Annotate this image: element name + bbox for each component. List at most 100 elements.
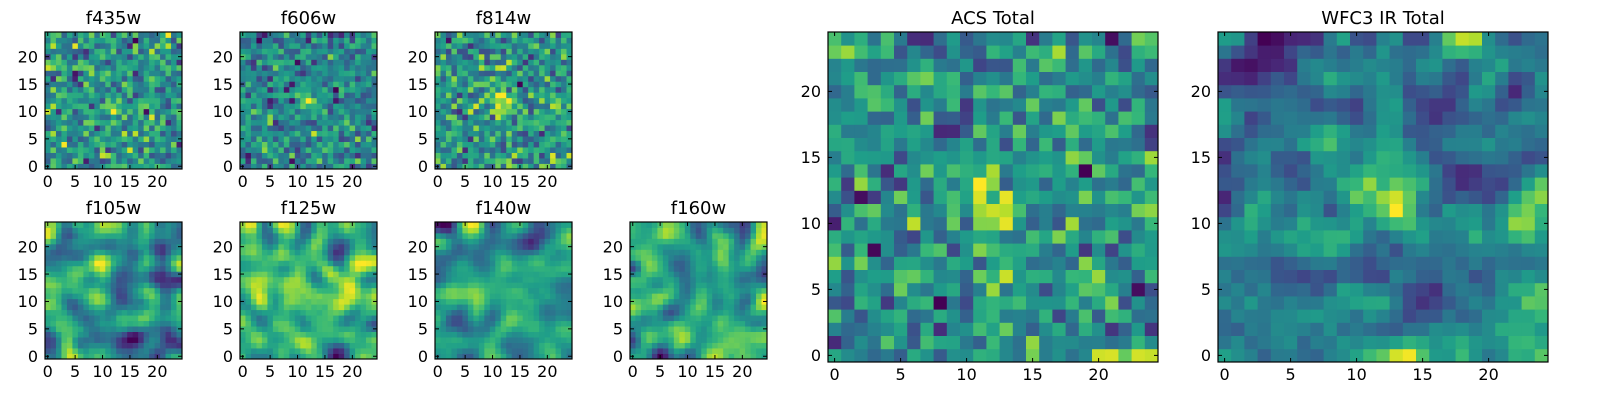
heatmap-cell	[640, 304, 647, 311]
heatmap-cell	[706, 227, 713, 234]
heatmap-cell	[550, 315, 556, 322]
heatmap-cell	[94, 158, 101, 164]
heatmap-cell	[99, 298, 106, 305]
heatmap-cell	[240, 227, 246, 234]
heatmap-cell	[435, 42, 441, 49]
y-tick-label: 5	[613, 320, 623, 339]
heatmap-cell	[544, 114, 551, 121]
heatmap-cell	[132, 320, 139, 327]
heatmap-cell	[854, 269, 868, 284]
heatmap-cell	[171, 271, 177, 278]
heatmap-cell	[272, 304, 279, 311]
heatmap-cell	[550, 130, 556, 137]
heatmap-cell	[517, 86, 524, 93]
heatmap-cell	[528, 271, 535, 278]
heatmap-cell	[138, 152, 145, 159]
heatmap-cell	[272, 32, 279, 38]
heatmap-cell	[61, 136, 68, 142]
heatmap-cell	[50, 147, 57, 153]
heatmap-cell	[327, 59, 334, 66]
heatmap-cell	[451, 320, 458, 327]
heatmap-cell	[712, 342, 719, 349]
heatmap-cell	[739, 326, 746, 332]
heatmap-cell	[489, 331, 496, 338]
heatmap-cell	[256, 86, 263, 93]
heatmap-cell	[717, 265, 724, 272]
heatmap-cell	[630, 293, 636, 300]
heatmap-cell	[445, 254, 452, 261]
heatmap-cell	[256, 70, 263, 77]
heatmap-cell	[300, 260, 307, 267]
heatmap-cell	[445, 304, 452, 311]
heatmap-cells	[45, 32, 183, 170]
heatmap-cell	[116, 152, 123, 159]
heatmap-cell	[756, 227, 762, 234]
heatmap-cell	[132, 158, 139, 164]
heatmap-cell	[66, 309, 73, 316]
heatmap-cell	[344, 260, 350, 267]
heatmap-cell	[717, 315, 724, 322]
heatmap-cell	[66, 315, 73, 322]
heatmap-cell	[316, 276, 323, 283]
heatmap-cell	[451, 260, 458, 267]
heatmap-cell	[61, 97, 68, 104]
heatmap-cell	[539, 158, 545, 164]
heatmap-cell	[478, 37, 485, 44]
heatmap-cell	[745, 348, 751, 354]
heatmap-cell	[440, 249, 447, 256]
heatmap-cell	[45, 125, 51, 132]
heatmap-cell	[305, 315, 312, 322]
heatmap-cell	[451, 92, 458, 99]
heatmap-cell	[267, 158, 274, 164]
heatmap-cell	[61, 114, 68, 121]
heatmap-cell	[278, 125, 285, 132]
heatmap-cell	[679, 304, 686, 311]
heatmap-cell	[517, 119, 524, 126]
heatmap-cell	[250, 136, 257, 142]
heatmap-cell	[61, 320, 68, 327]
heatmap-cell	[662, 304, 669, 311]
heatmap-cell	[1012, 269, 1027, 284]
heatmap-cell	[728, 276, 735, 283]
heatmap-cell	[745, 326, 751, 332]
heatmap-cell	[121, 75, 128, 82]
heatmap-cell	[717, 222, 724, 228]
heatmap-cell	[528, 260, 535, 267]
heatmap-cell	[555, 276, 562, 283]
heatmap-cell	[533, 75, 540, 82]
heatmap-cell	[55, 271, 62, 278]
heatmap-cell	[121, 271, 128, 278]
heatmap-cell	[77, 70, 84, 77]
heatmap-cell	[240, 232, 246, 239]
heatmap-cell	[467, 75, 474, 82]
heatmap-cell	[294, 125, 301, 132]
heatmap-cell	[555, 254, 562, 261]
heatmap-cell	[88, 315, 95, 322]
heatmap-cell	[143, 141, 150, 148]
heatmap-cell	[462, 37, 469, 44]
heatmap-cell	[294, 337, 301, 343]
heatmap-cell	[245, 232, 252, 239]
heatmap-cell	[50, 271, 57, 278]
heatmap-cell	[566, 287, 573, 294]
heatmap-cell	[960, 256, 974, 270]
heatmap-cell	[539, 92, 545, 99]
heatmap-cell	[83, 103, 90, 110]
heatmap-cell	[1092, 322, 1106, 336]
heatmap-cell	[278, 130, 285, 137]
y-tick-label: 15	[603, 265, 623, 284]
heatmap-cell	[561, 92, 567, 99]
heatmap-cell	[462, 86, 469, 93]
heatmap-cell	[256, 141, 263, 148]
heatmap-cell	[121, 103, 128, 110]
heatmap-cell	[750, 326, 757, 332]
heatmap-cell	[289, 254, 296, 261]
heatmap-cell	[445, 315, 452, 322]
heatmap-cell	[77, 342, 84, 349]
heatmap-cell	[555, 70, 562, 77]
heatmap-cell	[45, 152, 51, 159]
heatmap-cell	[756, 309, 762, 316]
heatmap-cell	[701, 298, 708, 305]
heatmap-cell	[723, 222, 730, 228]
heatmap-cell	[662, 271, 669, 278]
